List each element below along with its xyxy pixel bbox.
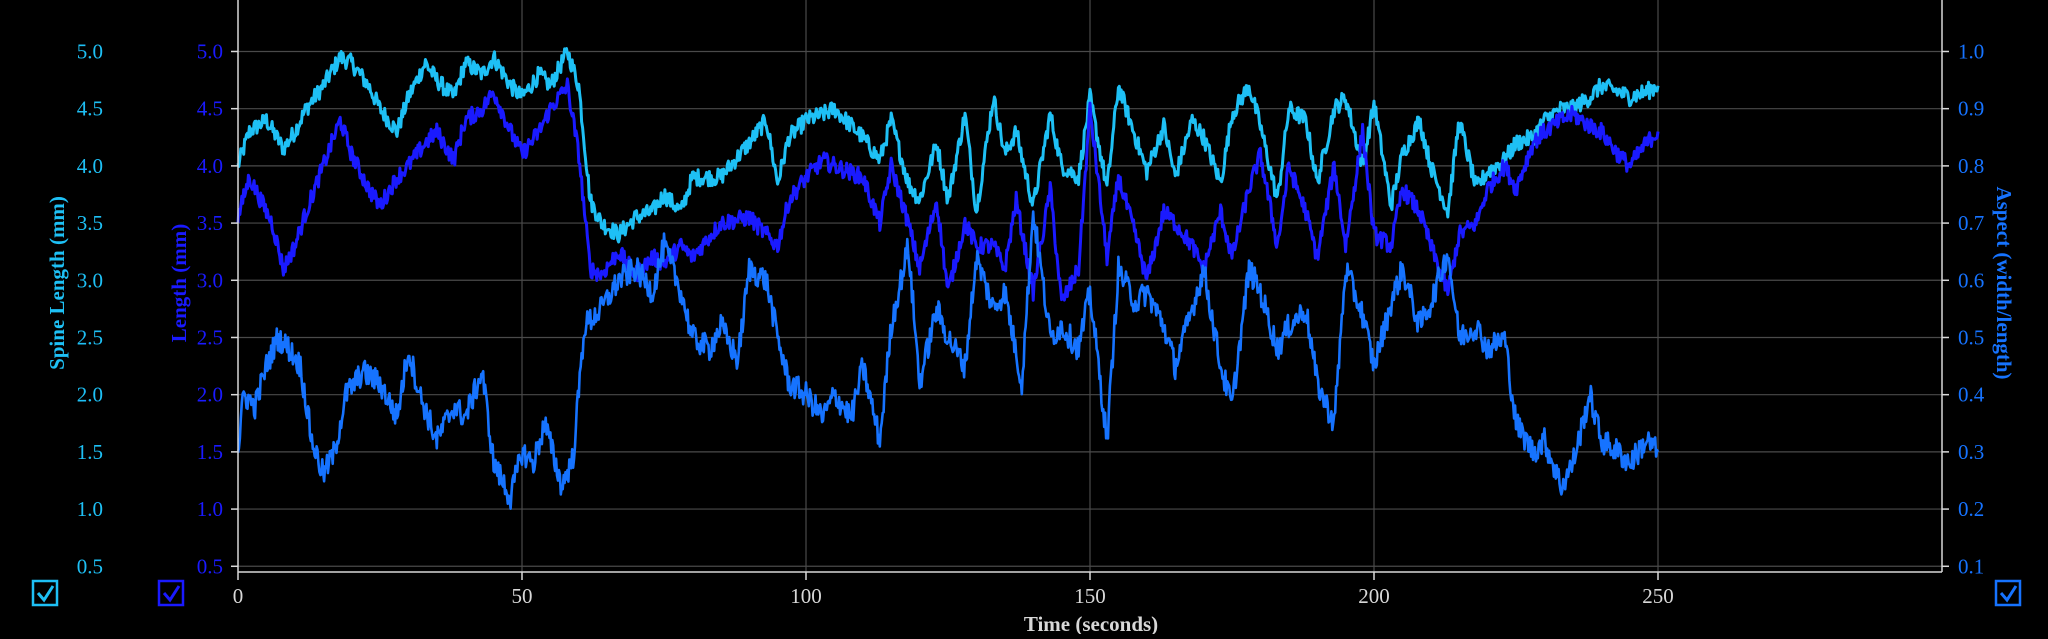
aspect-y-tick-label: 0.8 [1958,154,1984,178]
checkmark-icon [1999,585,2018,603]
spine-y-tick-label: 4.0 [77,154,103,178]
checkmark-icon [162,585,181,603]
spine-y-tick-label: 1.0 [77,497,103,521]
aspect-y-tick-label: 1.0 [1958,39,1984,63]
spine-y-tick-label: 3.0 [77,268,103,292]
length-y-tick-label: 0.5 [197,554,223,578]
aspect-y-tick-label: 0.7 [1958,211,1984,235]
length-axis-label: Length (mm) [167,224,191,342]
spine-length-axis-label: Spine Length (mm) [45,196,69,370]
length-y-tick-label: 4.0 [197,154,223,178]
length-y-tick-label: 3.0 [197,268,223,292]
spine-y-tick-label: 3.5 [77,211,103,235]
series-group [236,47,1660,511]
spine-y-tick-label: 4.5 [77,97,103,121]
x-tick-label: 150 [1074,584,1106,608]
length-y-tick-label: 2.5 [197,325,223,349]
aspect-series-line [236,210,1660,511]
length-toggle-checkbox[interactable] [157,579,185,607]
axes: 0 50 100 150 200 250 0.5 1.0 1.5 2.0 2.5 3.0 3.5 4.0 4… [77,0,1985,608]
checkmark-icon [36,585,55,603]
spine-series-line [236,47,1660,244]
length-y-tick-label: 4.5 [197,97,223,121]
spine-length-toggle-checkbox[interactable] [31,579,59,607]
aspect-y-tick-label: 0.3 [1958,440,1984,464]
aspect-y-tick-label: 0.5 [1958,325,1984,349]
aspect-y-tick-label: 0.1 [1958,554,1984,578]
aspect-toggle-checkbox[interactable] [1994,579,2022,607]
x-tick-label: 250 [1642,584,1674,608]
aspect-axis-label: Aspect (width/length) [1992,186,2016,379]
length-y-tick-label: 2.0 [197,383,223,407]
aspect-y-tick-label: 0.2 [1958,497,1984,521]
length-y-tick-label: 3.5 [197,211,223,235]
length-y-tick-label: 1.5 [197,440,223,464]
x-axis-label: Time (seconds) [1024,612,1158,634]
spine-y-tick-label: 2.0 [77,383,103,407]
x-tick-label: 100 [790,584,822,608]
spine-y-tick-label: 0.5 [77,554,103,578]
x-tick-label: 200 [1358,584,1390,608]
spine-y-tick-label: 5.0 [77,39,103,63]
aspect-y-tick-label: 0.4 [1958,383,1985,407]
length-y-tick-label: 1.0 [197,497,223,521]
aspect-y-tick-label: 0.9 [1958,97,1984,121]
x-tick-label: 50 [512,584,533,608]
spine-y-tick-label: 1.5 [77,440,103,464]
length-series-line [236,77,1660,302]
x-tick-label: 0 [233,584,244,608]
spine-y-tick-label: 2.5 [77,325,103,349]
aspect-y-tick-label: 0.6 [1958,268,1984,292]
length-y-tick-label: 5.0 [197,39,223,63]
